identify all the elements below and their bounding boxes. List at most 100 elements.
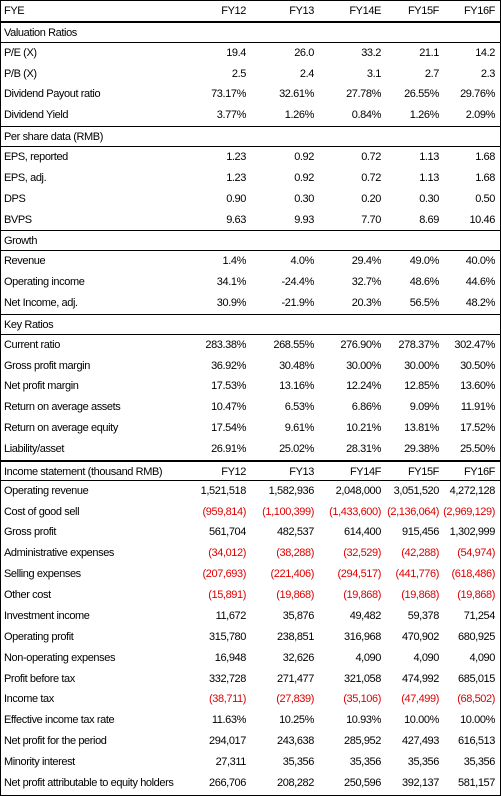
value-cell: 35,876 [282,609,315,622]
row-label: Profit before tax [4,672,75,685]
value-cell: (68,502) [457,693,495,706]
row-label: Net profit attributable to equity holder… [4,776,174,789]
data-row: P/E (X) 19.4 26.0 33.2 21.1 14.2 [1,43,500,64]
value-cell: FY16F [463,5,495,17]
value-cell: 294,017 [209,735,246,748]
section-label: Key Ratios [4,318,54,331]
value-cell: 48.2% [465,297,496,310]
value-cell: 11.63% [211,714,246,727]
data-row: Other cost (15,891) (19,868) (19,868) (19,86… [1,585,500,606]
value-cell: 0.92 [294,151,314,164]
value-cell: 316,968 [344,630,381,643]
row-label: Selling expenses [4,568,81,581]
value-cell: 35,356 [349,755,382,768]
value-cell: 0.72 [361,171,381,184]
data-row: BVPS 9.63 9.93 7.70 8.69 10.46 [1,210,500,231]
value-cell: 3.1 [366,67,381,80]
value-cell: 9.09% [409,401,440,414]
value-cell: 26.91% [211,443,246,456]
value-cell: 2.3 [480,67,495,80]
value-cell: 427,493 [402,735,439,748]
row-label: Net profit for the period [4,735,107,748]
value-cell: 48.6% [409,276,440,289]
value-cell: 4,272,128 [449,484,496,497]
value-cell: 12.24% [346,380,381,393]
value-cell: 25.02% [279,443,314,456]
row-label: DPS [4,192,26,205]
value-cell: 12.85% [404,380,439,393]
row-label: Operating revenue [4,484,89,497]
row-label: Liability/asset [4,443,65,456]
value-cell: (221,406) [270,568,315,581]
value-cell: 3.77% [216,109,247,122]
value-cell: 10.93% [346,714,381,727]
value-cell: 13.60% [460,380,495,393]
value-cell: 8.69 [419,213,439,226]
row-label: EPS, reported [4,151,68,164]
value-cell: 1.68 [475,171,495,184]
value-cell: 2.7 [424,67,439,80]
data-row: Operating income 34.1% -24.4% 32.7% 48.6% 44.… [1,272,500,293]
value-cell: 10.00% [404,714,439,727]
row-label: Gross profit margin [4,359,90,372]
value-cell: 29.38% [404,443,439,456]
value-cell: (1,433,600) [329,505,381,518]
data-row: Operating revenue 1,521,518 1,582,936 2,048… [1,481,500,502]
value-cell: 71,254 [463,609,496,622]
value-cell: 10.00% [460,714,495,727]
row-label: Minority interest [4,755,75,768]
value-cell: FY13 [289,465,314,478]
value-cell: (38,711) [209,693,246,706]
row-label: Operating profit [4,630,74,643]
data-row: Gross profit margin 36.92% 30.48% 30.00% 30.… [1,356,500,377]
data-row: Return on average equity 17.54% 9.61% 10.21… [1,418,500,439]
value-cell: FY13 [289,5,314,17]
value-cell: 56.5% [409,297,440,310]
value-cell: 1.68 [475,151,495,164]
value-cell: 35,356 [407,755,440,768]
value-cell: 21.1 [419,46,439,59]
value-cell: 36.92% [211,359,246,372]
value-cell: 59,378 [407,609,440,622]
row-label: Gross profit [4,526,57,539]
row-label: Investment income [4,609,90,622]
value-cell: 1.26% [409,109,440,122]
value-cell: 4,090 [469,651,495,664]
value-cell: 561,704 [209,526,246,539]
value-cell: 20.3% [351,297,382,310]
value-cell: 278.37% [398,338,439,351]
section-title: Key Ratios [1,313,500,335]
value-cell: 6.86% [351,401,382,414]
value-cell: 285,952 [344,735,381,748]
data-row: Administrative expenses (34,012) (38,288) (… [1,543,500,564]
data-row: Current ratio 283.38% 268.55% 276.90% 278.37… [1,335,500,356]
value-cell: FY12 [221,5,246,17]
value-cell: 32.7% [351,276,382,289]
value-cell: FY16F [463,465,495,478]
row-label: Return on average equity [4,422,118,435]
value-cell: FY15F [407,465,439,478]
value-cell: 14.2 [475,46,495,59]
value-cell: 28.31% [346,443,381,456]
data-row: Net profit for the period 294,017 243,638 2… [1,731,500,752]
row-label: BVPS [4,213,32,226]
value-cell: 243,638 [277,735,314,748]
value-cell: 30.00% [404,359,439,372]
value-cell: 1.23 [226,151,246,164]
data-row: Effective income tax rate 11.63% 10.25% 10.… [1,710,500,731]
value-cell: (618,486) [451,568,496,581]
value-cell: 10.25% [279,714,314,727]
value-cell: 25.50% [460,443,495,456]
value-cell: 2.5 [231,67,246,80]
value-cell: FY15F [407,5,439,17]
value-cell: 1.13 [419,171,439,184]
value-cell: 33.2 [361,46,381,59]
value-cell: 302.47% [454,338,495,351]
row-label: Net Income, adj. [4,297,78,310]
data-row: Dividend Payout ratio 73.17% 32.61% 27.78% 2… [1,84,500,105]
value-cell: 1.26% [284,109,315,122]
value-cell: 9.63 [226,213,246,226]
value-cell: 10.21% [346,422,381,435]
data-row: Non-operating expenses 16,948 32,626 4,090 4… [1,648,500,669]
